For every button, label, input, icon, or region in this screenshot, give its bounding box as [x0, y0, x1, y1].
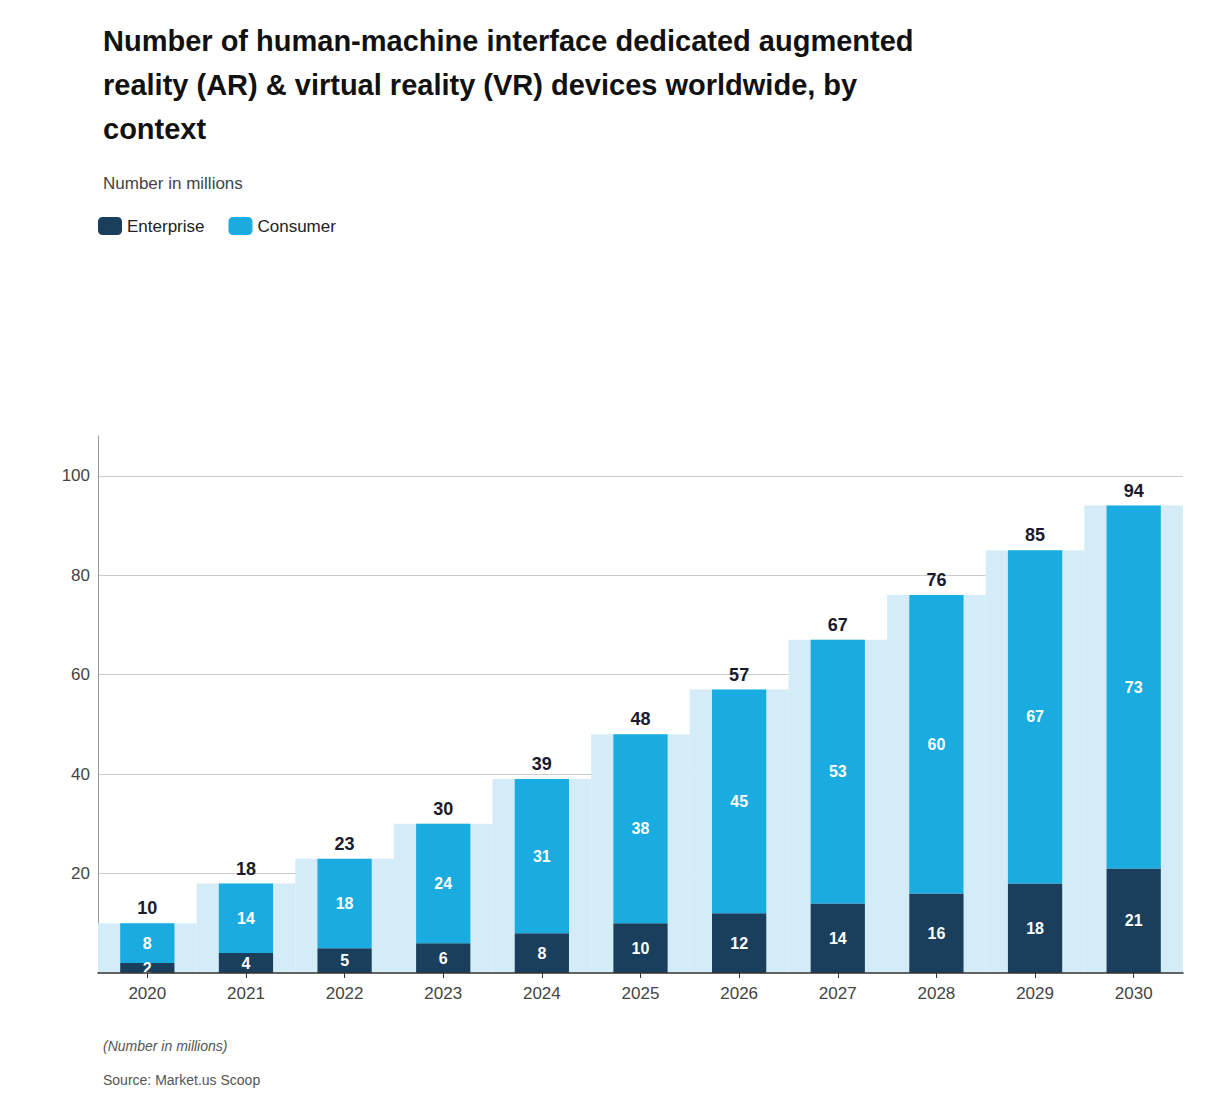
svg-text:2023: 2023 [424, 984, 462, 1003]
svg-text:Consumer: Consumer [257, 217, 336, 236]
svg-text:10: 10 [137, 898, 157, 918]
svg-text:14: 14 [237, 910, 255, 927]
svg-text:20: 20 [71, 864, 90, 883]
svg-text:18: 18 [336, 895, 354, 912]
svg-text:6: 6 [439, 950, 448, 967]
svg-text:94: 94 [1124, 481, 1144, 501]
svg-text:30: 30 [433, 799, 453, 819]
svg-text:Source: Market.us Scoop: Source: Market.us Scoop [103, 1072, 260, 1088]
svg-text:Enterprise: Enterprise [127, 217, 204, 236]
svg-text:57: 57 [729, 665, 749, 685]
svg-text:60: 60 [71, 665, 90, 684]
svg-text:73: 73 [1125, 679, 1143, 696]
svg-text:21: 21 [1125, 912, 1143, 929]
svg-text:76: 76 [926, 570, 946, 590]
svg-text:18: 18 [236, 859, 256, 879]
svg-text:31: 31 [533, 848, 551, 865]
svg-text:67: 67 [828, 615, 848, 635]
svg-text:100: 100 [62, 466, 90, 485]
svg-text:2029: 2029 [1016, 984, 1054, 1003]
svg-text:38: 38 [632, 820, 650, 837]
svg-text:2: 2 [142, 959, 152, 977]
svg-text:45: 45 [730, 793, 748, 810]
svg-text:8: 8 [143, 935, 152, 952]
svg-text:2026: 2026 [720, 984, 758, 1003]
svg-text:2021: 2021 [227, 984, 265, 1003]
svg-text:2027: 2027 [819, 984, 857, 1003]
svg-text:4: 4 [242, 955, 251, 972]
svg-text:23: 23 [335, 834, 355, 854]
svg-text:53: 53 [829, 763, 847, 780]
svg-text:2030: 2030 [1115, 984, 1153, 1003]
svg-text:80: 80 [71, 566, 90, 585]
svg-text:5: 5 [340, 952, 349, 969]
svg-text:14: 14 [829, 930, 847, 947]
svg-text:39: 39 [532, 754, 552, 774]
svg-text:24: 24 [434, 875, 452, 892]
svg-text:2024: 2024 [523, 984, 561, 1003]
svg-text:2028: 2028 [917, 984, 955, 1003]
svg-text:48: 48 [630, 709, 650, 729]
svg-text:10: 10 [632, 940, 650, 957]
svg-text:context: context [103, 113, 206, 145]
svg-text:2022: 2022 [326, 984, 364, 1003]
svg-text:2025: 2025 [622, 984, 660, 1003]
svg-text:40: 40 [71, 765, 90, 784]
svg-text:8: 8 [537, 945, 546, 962]
svg-text:16: 16 [928, 925, 946, 942]
svg-text:60: 60 [928, 736, 946, 753]
svg-text:Number in millions: Number in millions [103, 174, 243, 193]
svg-text:18: 18 [1026, 920, 1044, 937]
svg-text:12: 12 [730, 935, 748, 952]
svg-text:67: 67 [1026, 708, 1044, 725]
svg-text:2020: 2020 [128, 984, 166, 1003]
svg-text:85: 85 [1025, 525, 1045, 545]
svg-text:reality (AR) & virtual reality: reality (AR) & virtual reality (VR) devi… [103, 69, 857, 101]
svg-text:(Number in millions): (Number in millions) [103, 1038, 227, 1054]
svg-text:Number of human-machine interf: Number of human-machine interface dedica… [103, 25, 914, 57]
